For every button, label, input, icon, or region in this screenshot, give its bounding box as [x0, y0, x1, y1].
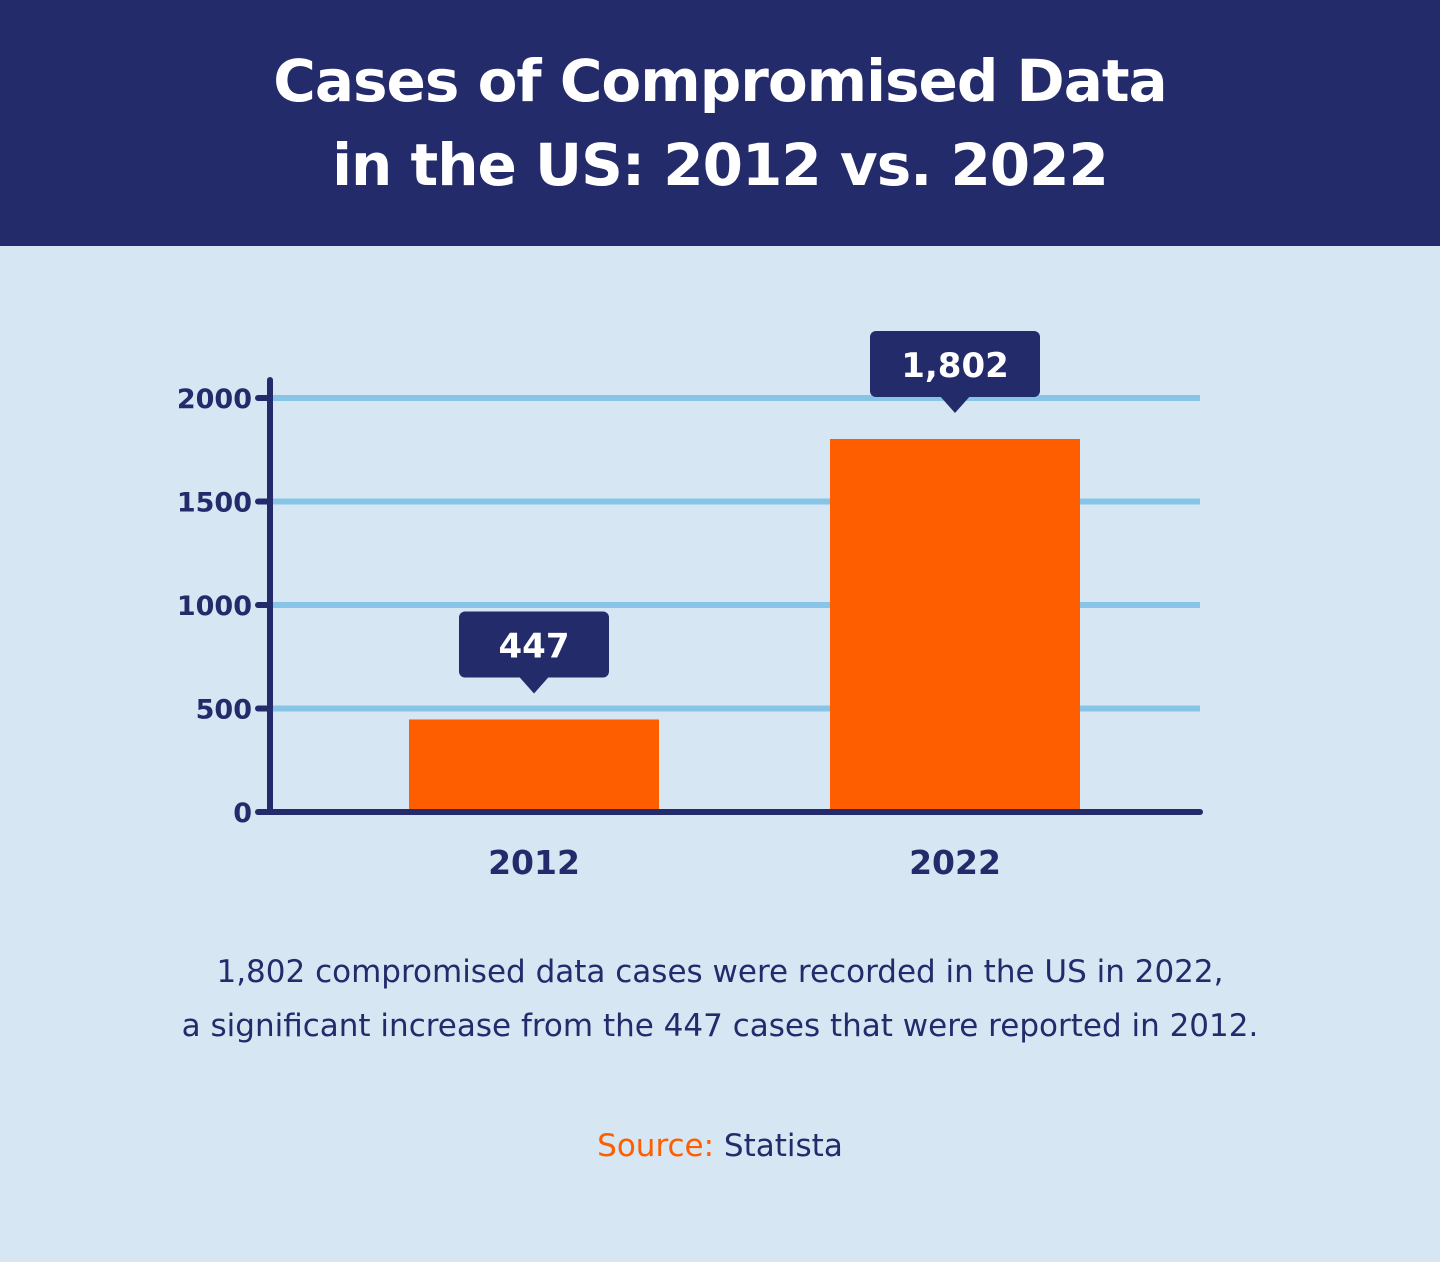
data-label-pointer — [939, 394, 971, 413]
caption-line-1: 1,802 compromised data cases were record… — [216, 954, 1224, 990]
bar-2022 — [830, 438, 1080, 812]
y-tick-label: 1500 — [177, 488, 252, 519]
bar-2012 — [409, 719, 659, 812]
title-line-2: in the US: 2012 vs. 2022 — [332, 131, 1109, 199]
data-label-pointer — [518, 675, 550, 694]
y-tick-label: 2000 — [177, 384, 252, 415]
caption: 1,802 compromised data cases were record… — [0, 945, 1440, 1053]
data-label-box — [459, 611, 609, 678]
y-tick-label: 0 — [233, 798, 252, 829]
chart-title: Cases of Compromised Data in the US: 201… — [273, 39, 1167, 207]
source-value: Statista — [714, 1128, 843, 1164]
y-tick-label: 1000 — [177, 591, 252, 622]
data-label: 1,802 — [901, 346, 1009, 386]
title-line-1: Cases of Compromised Data — [273, 47, 1167, 115]
source: Source: Statista — [0, 1128, 1440, 1164]
bar-chart: 0 500 1000 1500 2000 2012 447 2022 1,802 — [177, 330, 1203, 882]
header: Cases of Compromised Data in the US: 201… — [0, 0, 1440, 246]
y-tick-label: 500 — [196, 695, 252, 726]
data-label: 447 — [499, 626, 570, 666]
caption-line-2: a significant increase from the 447 case… — [181, 1008, 1259, 1044]
x-tick-label: 2012 — [488, 843, 580, 882]
source-label: Source: — [597, 1128, 715, 1164]
x-tick-label: 2022 — [909, 843, 1001, 882]
data-label-box — [870, 330, 1040, 397]
